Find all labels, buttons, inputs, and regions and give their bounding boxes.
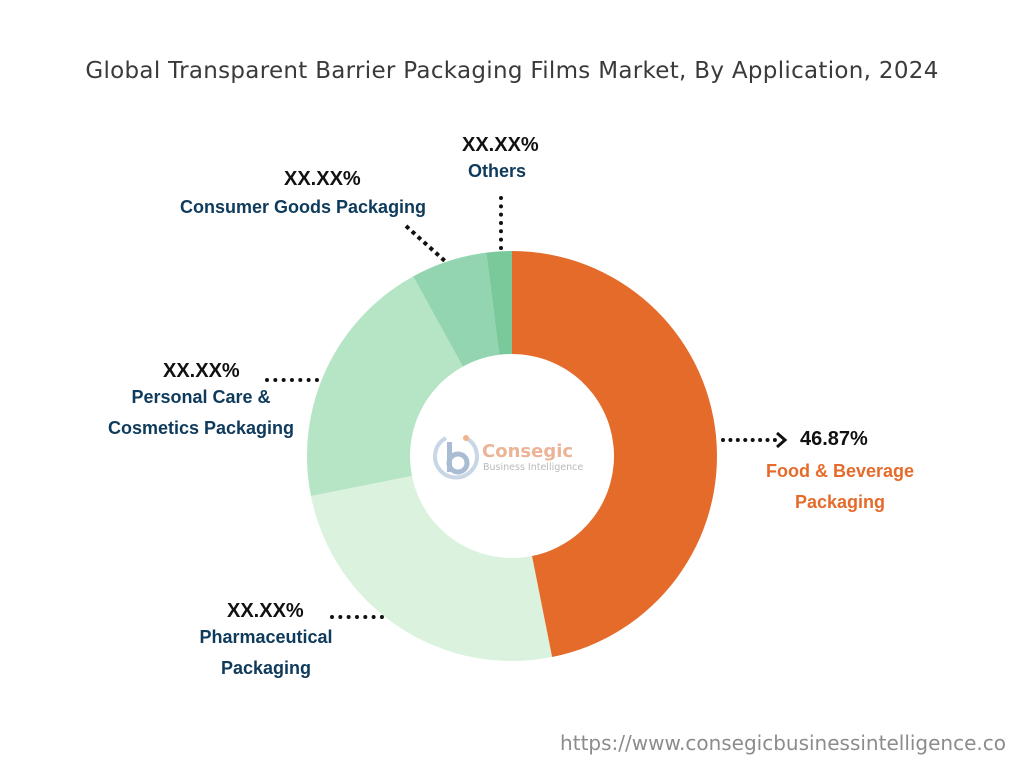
food-name-label: Food & Beverage Packaging [740,456,940,518]
donut-slice-pharmaceutical-packaging [310,475,553,661]
food-leader-line [721,438,777,442]
pharma-name-line2: Packaging [220,658,312,678]
personal-leader-line [265,378,319,382]
personal-name-label: Personal Care & Cosmetics Packaging [80,382,322,444]
personal-pct-label: XX.XX% [163,360,240,382]
food-name-line2: Packaging [794,492,886,512]
others-leader-line [499,196,503,250]
watermark-name: Consegic [482,441,574,462]
personal-name-line1: Personal Care & [131,387,271,407]
donut-slice-consumer-goods-packaging [413,252,500,367]
personal-name-line2: Cosmetics Packaging [107,418,295,438]
food-pct-label: 46.87% [800,428,868,450]
others-pct-label: XX.XX% [462,134,539,156]
consumer-leader-line [404,224,448,264]
arrow-right-icon [776,431,788,449]
consumer-name-label: Consumer Goods Packaging [180,197,427,217]
consegic-logo-icon [433,435,479,480]
donut-slice-food-beverage-packaging [512,251,717,658]
food-name-line1: Food & Beverage [765,461,915,481]
pharma-name-line1: Pharmaceutical [199,627,333,647]
chart-title: Global Transparent Barrier Packaging Fil… [85,58,939,84]
others-name-label: Others [468,161,527,181]
pharma-name-label: Pharmaceutical Packaging [166,622,366,684]
pharma-pct-label: XX.XX% [227,600,304,622]
source-url: https://www.consegicbusinessintelligence… [560,731,1006,755]
donut-slice-personal-care-cosmetics-packaging [307,276,463,497]
watermark-tagline: Business Intelligence [483,462,584,473]
donut-slice-others [486,251,512,355]
consumer-pct-label: XX.XX% [284,168,361,190]
pharma-leader-line [330,615,384,619]
